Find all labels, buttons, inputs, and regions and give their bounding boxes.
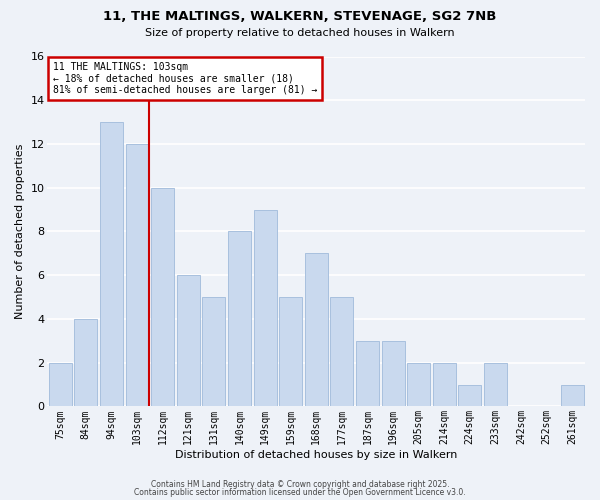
Text: Contains public sector information licensed under the Open Government Licence v3: Contains public sector information licen…	[134, 488, 466, 497]
Bar	[331, 297, 353, 406]
Bar	[151, 188, 174, 406]
Bar	[433, 362, 456, 406]
Bar	[382, 341, 404, 406]
Bar	[49, 362, 72, 406]
Y-axis label: Number of detached properties: Number of detached properties	[15, 144, 25, 319]
Bar	[228, 232, 251, 406]
X-axis label: Distribution of detached houses by size in Walkern: Distribution of detached houses by size …	[175, 450, 457, 460]
Bar	[125, 144, 149, 406]
Bar	[458, 384, 481, 406]
Bar	[177, 275, 200, 406]
Text: Contains HM Land Registry data © Crown copyright and database right 2025.: Contains HM Land Registry data © Crown c…	[151, 480, 449, 489]
Bar	[254, 210, 277, 406]
Bar	[407, 362, 430, 406]
Bar	[305, 254, 328, 406]
Text: 11, THE MALTINGS, WALKERN, STEVENAGE, SG2 7NB: 11, THE MALTINGS, WALKERN, STEVENAGE, SG…	[103, 10, 497, 23]
Bar	[74, 319, 97, 406]
Bar	[279, 297, 302, 406]
Bar	[560, 384, 584, 406]
Bar	[484, 362, 507, 406]
Bar	[356, 341, 379, 406]
Text: 11 THE MALTINGS: 103sqm
← 18% of detached houses are smaller (18)
81% of semi-de: 11 THE MALTINGS: 103sqm ← 18% of detache…	[53, 62, 317, 95]
Text: Size of property relative to detached houses in Walkern: Size of property relative to detached ho…	[145, 28, 455, 38]
Bar	[100, 122, 123, 406]
Bar	[202, 297, 226, 406]
